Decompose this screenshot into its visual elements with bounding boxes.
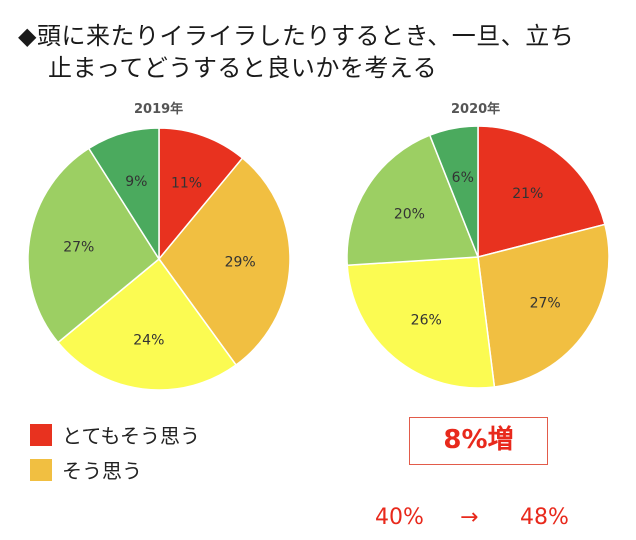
pie-label-2020-1: 27% [530,296,561,312]
pie-slice-2020-1 [477,223,610,388]
pie-slice-2019-1 [158,157,291,367]
pie-slice-2020-0 [477,125,606,258]
pie-slice-2019-4 [87,127,160,262]
title-line-2: 止まってどうすると良いかを考える [48,54,438,82]
pie-slice-2019-0 [158,127,244,262]
change-to-value: 48% [520,505,569,530]
pie-label-2019-3: 27% [63,239,94,255]
chart-title-2020: 2020年 [451,102,501,117]
legend-item-agree: そう思う [30,455,142,484]
page-title: ◆頭に来たりイライラしたりするとき、一旦、立ち 止まってどうすると良いかを考える [18,20,618,84]
chart-title-2019: 2019年 [134,102,184,117]
pie-slice-2019-2 [57,257,238,391]
change-arrow: → [460,505,479,530]
title-line-1: ◆頭に来たりイライラしたりするとき、一旦、立ち [18,22,575,50]
legend-swatch-agree [30,459,52,481]
legend-label-agree: そう思う [62,459,142,483]
pie-label-2019-4: 9% [125,174,147,190]
increase-badge: 8%増 [409,417,548,465]
pie-label-2019-0: 11% [171,176,202,192]
pie-label-2019-2: 24% [133,333,164,349]
pie-slice-2020-2 [346,256,496,389]
pie-label-2020-3: 20% [394,206,425,222]
legend-item-strongly-agree: とてもそう思う [30,420,200,449]
pie-label-2020-0: 21% [512,186,543,202]
pie-label-2020-2: 26% [411,313,442,329]
pie-slice-2020-3 [346,134,480,267]
legend-label-strongly-agree: とてもそう思う [62,424,200,448]
pie-label-2020-4: 6% [452,170,474,186]
pie-slice-2020-4 [428,125,479,258]
legend-swatch-strongly-agree [30,424,52,446]
pie-label-2019-1: 29% [225,255,256,271]
change-from-value: 40% [375,505,424,530]
pie-slice-2019-3 [27,147,160,344]
